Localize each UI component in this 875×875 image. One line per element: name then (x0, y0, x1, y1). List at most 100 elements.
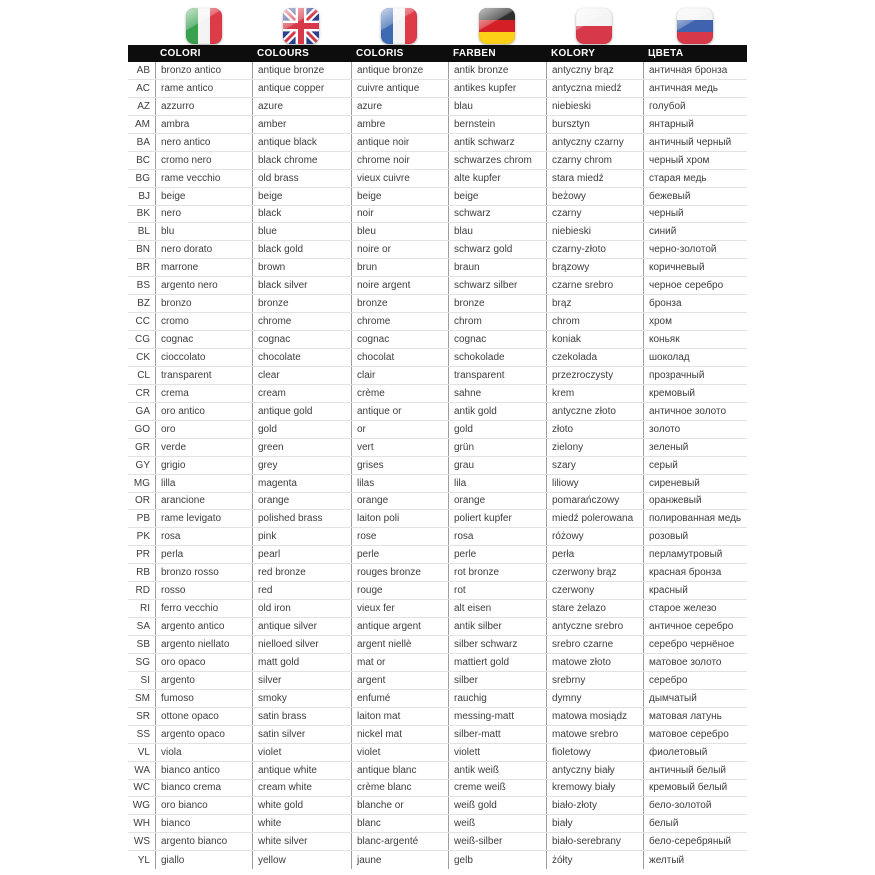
color-name-fr: vert (351, 438, 448, 456)
color-code: CC (135, 316, 150, 328)
color-name-de: weiß (448, 815, 546, 833)
color-code: BA (136, 136, 150, 148)
table-row: RI ferro vecchio old iron vieux fer alt eise… (128, 600, 747, 619)
color-name-en: pearl (252, 546, 351, 564)
color-name-en: blue (252, 223, 351, 241)
color-name-en: silver (252, 671, 351, 689)
color-name-it: bronzo rosso (155, 564, 252, 582)
color-name-pl: brąz (546, 295, 643, 313)
color-name-en: violet (252, 743, 351, 761)
color-name-de: perle (448, 546, 546, 564)
color-name-pl: niebieski (546, 223, 643, 241)
color-name-it: cromo (155, 313, 252, 331)
color-name-it: grigio (155, 456, 252, 474)
color-name-it: rosso (155, 582, 252, 600)
color-name-en: brown (252, 259, 351, 277)
color-name-ru: античное серебро (643, 618, 747, 635)
color-name-it: oro antico (155, 402, 252, 420)
color-name-pl: krem (546, 384, 643, 402)
color-name-fr: vieux cuivre (351, 169, 448, 187)
table-row: AB bronzo antico antique bronze antique bro… (128, 62, 747, 80)
table-row: SA argento antico antique silver antique ar… (128, 618, 747, 636)
color-name-ru: черный (643, 205, 747, 223)
table-row: CR crema cream crème sahne krem кремовый (128, 384, 747, 403)
table-row: SM fumoso smoky enfumé rauchig dymny дымчатый (128, 689, 747, 708)
color-name-en: black chrome (252, 151, 351, 169)
color-code: AM (135, 118, 150, 130)
color-code: PB (136, 513, 150, 525)
uk-flag-icon (283, 8, 319, 44)
color-name-it: bronzo antico (155, 62, 252, 79)
color-name-fr: cognac (351, 331, 448, 348)
table-row: GO oro gold or gold złoto золото (128, 420, 747, 439)
color-name-de: blau (448, 97, 546, 115)
color-name-fr: grises (351, 456, 448, 474)
color-name-en: black gold (252, 241, 351, 259)
color-name-en: red bronze (252, 564, 351, 582)
color-name-ru: перламутровый (643, 546, 747, 564)
color-code: GO (134, 423, 150, 435)
table-header: COLORI COLOURS COLORIS FARBEN KOLORY ЦВЕ… (128, 45, 747, 62)
color-name-pl: miedź polerowana (546, 510, 643, 528)
color-name-it: argento (155, 671, 252, 689)
color-name-fr: antique argent (351, 618, 448, 635)
color-name-pl: szary (546, 456, 643, 474)
color-name-it: bronzo (155, 295, 252, 313)
color-name-fr: antique noir (351, 133, 448, 151)
color-name-ru: бело-серебряный (643, 833, 747, 851)
table-row: AC rame antico antique copper cuivre antiqu… (128, 79, 747, 98)
color-name-en: smoky (252, 689, 351, 707)
poland-flag-icon (576, 8, 612, 44)
color-name-de: rosa (448, 528, 546, 546)
color-code: BK (136, 208, 150, 220)
table-row: CC cromo chrome chrome chrom chrom хром (128, 313, 747, 332)
color-name-ru: зеленый (643, 438, 747, 456)
table-row: CK cioccolato chocolate chocolat schokolade c… (128, 349, 747, 367)
color-name-en: chrome (252, 313, 351, 331)
table-row: BS argento nero black silver noire argent sc… (128, 277, 747, 296)
color-name-de: grün (448, 438, 546, 456)
color-name-ru: желтый (643, 851, 747, 870)
color-name-it: argento antico (155, 618, 252, 635)
header-cveta: ЦВЕТА (648, 48, 684, 59)
color-name-de: lila (448, 474, 546, 492)
color-name-en: cream white (252, 779, 351, 797)
color-name-it: cognac (155, 331, 252, 348)
table-row: WS argento bianco white silver blanc-argent… (128, 833, 747, 852)
color-name-en: old brass (252, 169, 351, 187)
color-name-fr: argent niellè (351, 636, 448, 653)
table-row: WG oro bianco white gold blanche or weiß gol… (128, 797, 747, 816)
color-name-de: transparent (448, 366, 546, 384)
color-name-ru: черный хром (643, 151, 747, 169)
color-name-en: green (252, 438, 351, 456)
color-name-de: bronze (448, 295, 546, 313)
color-name-it: fumoso (155, 689, 252, 707)
color-name-de: cognac (448, 331, 546, 348)
table-row: OR arancione orange orange orange pomarańczow… (128, 492, 747, 511)
color-name-ru: бело-золотой (643, 797, 747, 815)
color-code: SB (136, 638, 150, 650)
color-name-de: schwarz (448, 205, 546, 223)
color-name-en: matt gold (252, 653, 351, 671)
table-row: BL blu blue bleu blau niebieski синий (128, 223, 747, 242)
table-row: YL giallo yellow jaune gelb żółty желтый (128, 851, 747, 870)
color-code: CR (135, 387, 150, 399)
table-row: GA oro antico antique gold antique or antik … (128, 402, 747, 421)
color-name-pl: srebro czarne (546, 636, 643, 653)
color-name-de: weiß gold (448, 797, 546, 815)
header-farben: FARBEN (453, 48, 496, 59)
color-name-ru: старая медь (643, 169, 747, 187)
color-name-fr: bleu (351, 223, 448, 241)
color-name-it: argento opaco (155, 725, 252, 743)
color-name-ru: античная бронза (643, 62, 747, 79)
color-code: BJ (138, 190, 150, 202)
table-row: PB rame levigato polished brass laiton poli… (128, 510, 747, 529)
color-name-en: antique white (252, 761, 351, 779)
color-name-de: antik gold (448, 402, 546, 420)
color-code: BL (137, 226, 150, 238)
color-name-it: perla (155, 546, 252, 564)
color-name-fr: noir (351, 205, 448, 223)
color-name-de: poliert kupfer (448, 510, 546, 528)
color-name-fr: rose (351, 528, 448, 546)
color-name-en: white silver (252, 833, 351, 851)
